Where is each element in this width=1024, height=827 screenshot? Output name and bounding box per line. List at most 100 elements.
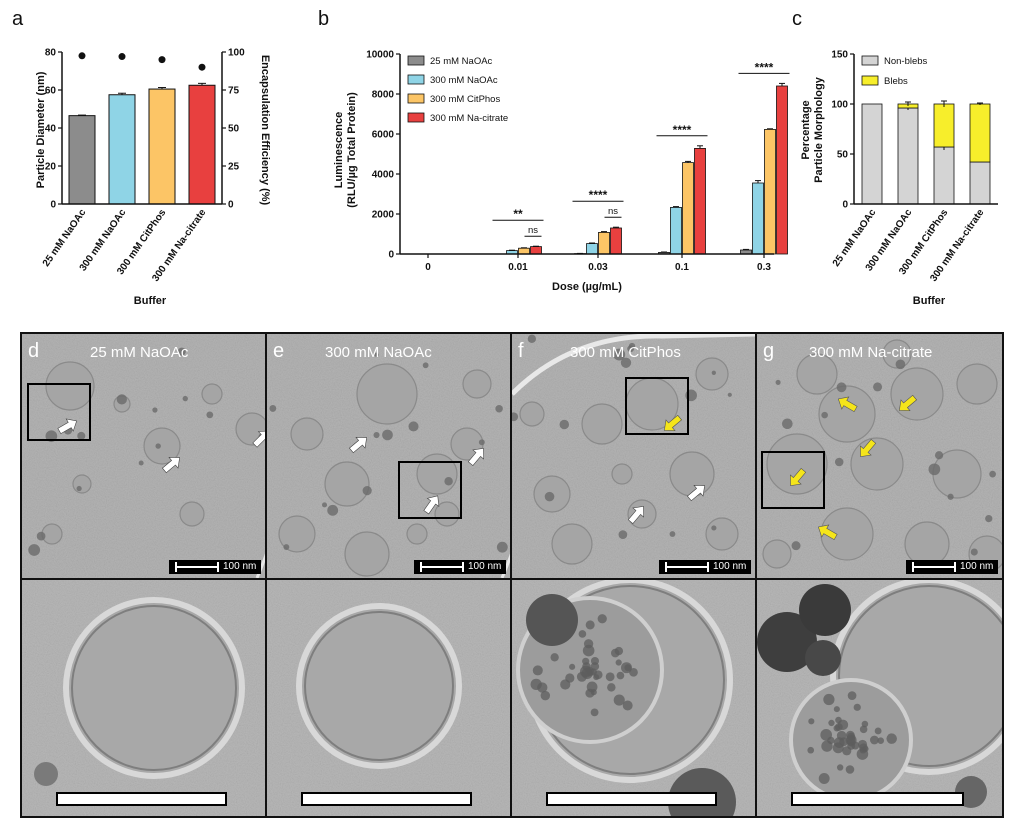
lipid-particle	[72, 474, 92, 494]
lipid-particle	[235, 412, 265, 446]
micrograph-image	[757, 334, 1002, 578]
chart-b-xtick-label: 0.3	[757, 262, 771, 273]
particle-debris	[873, 382, 883, 392]
chart-b-bar	[752, 182, 764, 255]
yellow-arrow-icon	[790, 467, 807, 487]
bleb-texture	[870, 735, 879, 745]
particle-debris	[283, 544, 290, 550]
chart-b-legend-swatch	[407, 74, 425, 85]
chart-b-xtick-label: 0.1	[675, 262, 689, 273]
chart-a-y2label: Encapsulation Efficiency (%)	[259, 55, 271, 206]
particle-debris	[620, 357, 632, 368]
scale-bar-line	[175, 562, 219, 572]
chart-c-bar-segment	[969, 161, 991, 205]
chart-b-ns-label: ns	[608, 206, 618, 217]
chart-a-ylabel: Particle Diameter (nm)	[35, 71, 47, 188]
bleb-texture	[624, 664, 632, 672]
micrograph-title: 300 mM Na-citrate	[809, 344, 933, 361]
particle-debris	[947, 493, 954, 500]
particle-debris	[627, 345, 635, 353]
micrograph-panel-g: g 300 mM Na-citrate 100 nm	[757, 334, 1002, 578]
zoomed-particle	[296, 603, 462, 769]
bleb-texture	[607, 683, 616, 692]
bleb-texture	[836, 764, 844, 771]
chart-b-xtick-label: 0.01	[508, 262, 528, 273]
yellow-arrow-icon	[817, 524, 838, 541]
panel-label-e: e	[273, 340, 285, 362]
panel-label-d: d	[28, 340, 40, 362]
lipid-particle	[762, 539, 792, 569]
particle-debris	[269, 405, 277, 412]
particle-debris	[544, 491, 555, 502]
chart-b-ytick-label: 6000	[372, 130, 395, 141]
bleb-texture	[837, 719, 849, 731]
chart-b-legend-label: 25 mM NaOAc	[430, 56, 493, 67]
chart-c-bar-segment	[933, 103, 955, 148]
panel-label-f: f	[518, 340, 524, 362]
micrograph-zoom-g	[757, 580, 1002, 816]
bleb-texture	[560, 679, 571, 690]
zoom-region-box	[398, 461, 462, 519]
lipid-particle	[45, 361, 95, 411]
particle-debris	[669, 531, 676, 537]
lipid-particle	[796, 353, 838, 395]
micrograph-image	[22, 334, 265, 578]
bleb-texture	[605, 672, 615, 682]
micrograph-title: 300 mM CitPhos	[570, 344, 681, 361]
particle-debris	[775, 379, 781, 385]
chart-c-ytick-label: 100	[831, 100, 848, 111]
particle-debris	[408, 421, 419, 432]
yellow-arrow-icon	[837, 396, 858, 413]
chart-a-bar	[148, 88, 176, 205]
scale-bar-label: 100 nm	[223, 561, 257, 572]
bleb-texture	[823, 693, 835, 706]
particle-membrane	[838, 585, 1002, 767]
lipid-particle	[956, 363, 998, 405]
lipid-particle	[290, 417, 324, 451]
particle-debris	[711, 525, 717, 531]
lipid-particle	[416, 453, 458, 495]
chart-a-y2tick-label: 100	[228, 48, 245, 59]
bleb-texture	[590, 708, 599, 717]
white-arrow-icon	[57, 418, 78, 435]
bleb-texture	[582, 644, 595, 657]
micrograph-image	[512, 334, 755, 578]
micrograph-title: 300 mM NaOAc	[325, 344, 432, 361]
particle-membrane	[304, 611, 454, 761]
lipid-particle	[669, 451, 715, 497]
carbon-edge	[512, 334, 755, 396]
lipid-particle	[356, 363, 418, 425]
particle-membrane	[71, 605, 237, 771]
bleb-texture	[833, 706, 840, 713]
chart-b-legend-swatch	[407, 55, 425, 66]
chart-c-legend-swatch	[861, 75, 879, 86]
lipid-particle	[519, 401, 545, 427]
chart-c-legend-label: Blebs	[884, 76, 908, 87]
yellow-arrow-icon	[898, 394, 918, 411]
chart-a-y2tick-label: 0	[228, 200, 234, 211]
particle-debris	[559, 419, 570, 430]
particle-debris	[934, 451, 944, 460]
chart-b-ytick-label: 10000	[366, 50, 394, 61]
lipid-particle	[434, 501, 460, 527]
white-arrow-icon	[348, 437, 368, 454]
micrograph-image	[267, 334, 510, 578]
particle-debris	[618, 530, 628, 539]
particle-debris	[613, 348, 626, 361]
chart-c-bar-segment	[969, 103, 991, 163]
lipid-particle	[705, 517, 739, 551]
chart-c-ytick-label: 50	[837, 150, 849, 161]
particle-debris	[836, 382, 847, 393]
particle-debris	[76, 485, 82, 492]
carbon-edge	[500, 553, 510, 578]
bleb-texture	[583, 639, 594, 649]
chart-a-ee-point	[118, 53, 126, 61]
lipid-particle	[551, 523, 593, 565]
dense-particle	[799, 584, 851, 636]
chart-b-sig-label: ****	[673, 123, 692, 137]
lipid-particle	[179, 501, 205, 527]
white-arrow-icon	[252, 430, 265, 448]
particle-debris	[77, 431, 86, 440]
particle-debris	[327, 504, 339, 516]
